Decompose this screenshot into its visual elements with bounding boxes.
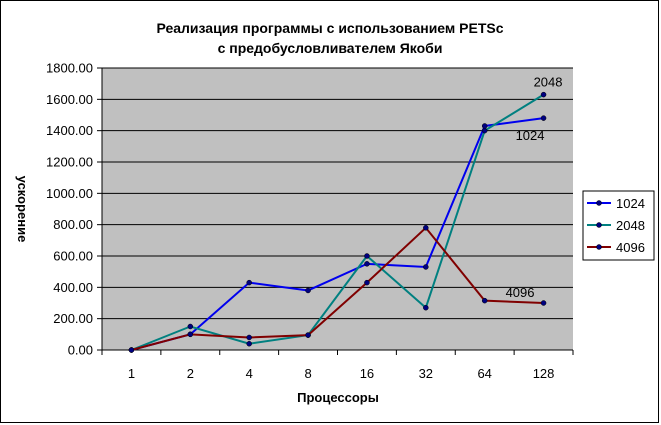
data-point-4096 (128, 347, 135, 353)
data-point-2048 (481, 127, 488, 134)
series-line-1024 (131, 117, 544, 351)
x-tick-label: 1 (128, 366, 135, 381)
data-point-1024 (246, 279, 252, 286)
y-axis-title: ускорение (15, 176, 30, 243)
y-tick-label: 1800.00 (46, 61, 93, 76)
data-point-2048 (423, 304, 429, 311)
legend-marker-4096 (596, 244, 602, 250)
y-tick-label: 400.00 (53, 280, 93, 295)
legend-label-1024: 1024 (616, 196, 645, 211)
data-point-1024 (305, 287, 311, 294)
series-line-2048 (131, 93, 545, 351)
data-point-4096 (540, 300, 547, 306)
x-tick-label: 4 (246, 366, 253, 381)
gridlines (102, 67, 573, 320)
data-point-1024 (423, 264, 429, 270)
legend-label-4096: 4096 (616, 240, 645, 255)
x-tick-label: 2 (187, 366, 194, 381)
data-point-2048 (246, 340, 252, 347)
x-axis-title: Процессоры (297, 390, 379, 405)
data-point-1024 (540, 115, 547, 121)
y-tick-label: 200.00 (53, 311, 93, 326)
x-tick-label: 64 (477, 366, 491, 381)
data-point-1024 (364, 261, 370, 267)
data-point-4096 (364, 279, 370, 286)
legend-marker-2048 (596, 222, 602, 228)
y-tick-label: 1600.00 (46, 92, 93, 107)
annotations-group: 2048 1024 4096 (506, 75, 563, 300)
y-axis-ticks: 0.00 200.00 400.00 600.00 800.00 1000.00 1200.… (46, 61, 102, 358)
y-tick-label: 600.00 (53, 249, 93, 264)
data-point-1024 (481, 123, 488, 129)
y-tick-label: 0.00 (68, 343, 93, 358)
y-tick-label: 1200.00 (46, 155, 93, 170)
series-line-4096 (131, 226, 544, 351)
data-point-4096 (481, 297, 488, 304)
data-point-4096 (246, 334, 252, 341)
legend: 1024 2048 4096 (582, 190, 655, 261)
series-group (128, 91, 547, 353)
y-tick-label: 1000.00 (46, 186, 93, 201)
y-tick-label: 1400.00 (46, 123, 93, 138)
annotation-1024: 1024 (516, 128, 545, 143)
data-point-4096 (187, 331, 194, 338)
x-axis-ticks: 1 2 4 8 16 32 64 128 (101, 350, 574, 381)
chart-subtitle: с предобусловливателем Якоби (218, 40, 443, 56)
plot-area (102, 68, 573, 350)
y-tick-label: 800.00 (53, 217, 93, 232)
legend-marker-1024 (596, 200, 602, 206)
x-tick-label: 8 (304, 366, 311, 381)
annotation-4096: 4096 (506, 285, 535, 300)
data-point-2048 (187, 323, 194, 330)
data-point-4096 (423, 225, 429, 231)
data-point-4096 (305, 332, 311, 338)
x-tick-label: 128 (533, 366, 555, 381)
data-point-2048 (364, 253, 370, 259)
x-tick-label: 16 (360, 366, 374, 381)
annotation-2048: 2048 (534, 75, 563, 90)
chart-title: Реализация программы с использованием PE… (156, 20, 503, 36)
legend-label-2048: 2048 (616, 218, 645, 233)
x-tick-label: 32 (419, 366, 433, 381)
data-point-2048 (540, 91, 547, 98)
